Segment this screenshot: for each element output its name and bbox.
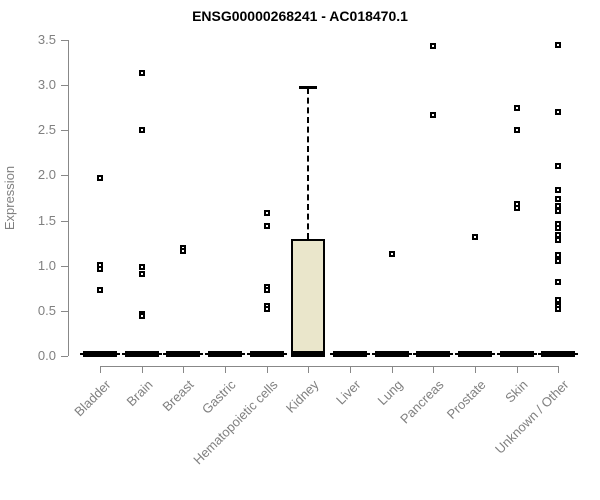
outlier-point [97,266,103,273]
zero-box-bar [333,351,368,357]
outlier-point [388,250,395,257]
outlier-point [263,306,270,313]
x-axis-tick [350,366,352,373]
outlier-point [555,186,562,193]
zero-box-bar [416,351,451,357]
y-tick-label: 1.0 [37,257,56,273]
zero-box-bar [541,351,576,357]
y-axis-tick [61,356,68,357]
zero-box-bar [499,351,534,357]
x-axis-tick [141,366,143,373]
zero-box-bar [83,351,117,357]
y-tick-label: 1.5 [37,212,56,228]
x-axis-tick [475,366,477,373]
zero-box-bar [249,351,284,357]
y-axis-title: Expression [2,165,17,231]
outlier-point [555,163,562,170]
outlier-point [555,258,562,265]
outlier-point [555,207,562,214]
x-axis-tick [100,366,101,373]
x-axis-tick [308,366,310,373]
outlier-point [555,195,562,202]
box-rect [291,238,326,356]
outlier-point [555,278,562,285]
y-tick-label: 2.0 [37,167,56,183]
zero-box-bar [458,351,493,357]
outlier-point [555,41,562,48]
whisker-cap [299,85,318,89]
y-axis-tick [61,85,68,87]
x-axis-tick [225,366,226,373]
x-axis-tick [433,366,435,373]
zero-box-bar [166,351,201,357]
outlier-point [430,43,437,50]
y-axis-tick [61,40,68,41]
outlier-point [555,224,562,231]
chart-title: ENSG00000268241 - AC018470.1 [192,8,408,24]
y-axis-line [68,40,69,356]
zero-box-bar [374,351,409,357]
zero-box-bar [124,351,159,357]
outlier-point [138,263,145,270]
y-axis-tick [61,220,68,222]
x-axis-tick [183,366,185,373]
x-axis-tick [558,366,560,373]
x-axis-line [100,366,559,367]
y-axis-tick [61,130,68,132]
y-axis-tick [61,265,68,267]
y-tick-label: 2.5 [37,122,56,138]
outlier-point [555,306,562,313]
median-line [291,351,326,357]
outlier-point [263,287,270,294]
outlier-point [97,287,103,294]
outlier-point [138,127,145,134]
y-tick-label: 0.5 [37,302,56,318]
zero-box-bar [208,351,242,357]
outlier-point [555,236,562,243]
outlier-point [180,248,187,255]
outlier-point [513,204,520,211]
x-axis-tick [516,366,518,373]
outlier-point [472,233,479,240]
y-tick-label: 0.0 [37,348,56,363]
outlier-point [138,70,145,77]
outlier-point [430,111,437,118]
whisker-line [307,87,310,239]
y-tick-label: 3.5 [37,32,56,47]
x-axis-tick [391,366,393,373]
y-axis-tick [61,310,68,312]
outlier-point [138,270,145,277]
outlier-point [97,175,103,182]
y-axis-tick [61,175,68,177]
outlier-point [138,313,145,320]
outlier-point [555,109,562,116]
outlier-point [263,222,270,229]
outlier-point [555,251,562,258]
outlier-point [513,127,520,134]
y-tick-label: 3.0 [37,77,56,93]
outlier-point [263,210,270,217]
outlier-point [513,104,520,111]
x-axis-tick [266,366,268,373]
